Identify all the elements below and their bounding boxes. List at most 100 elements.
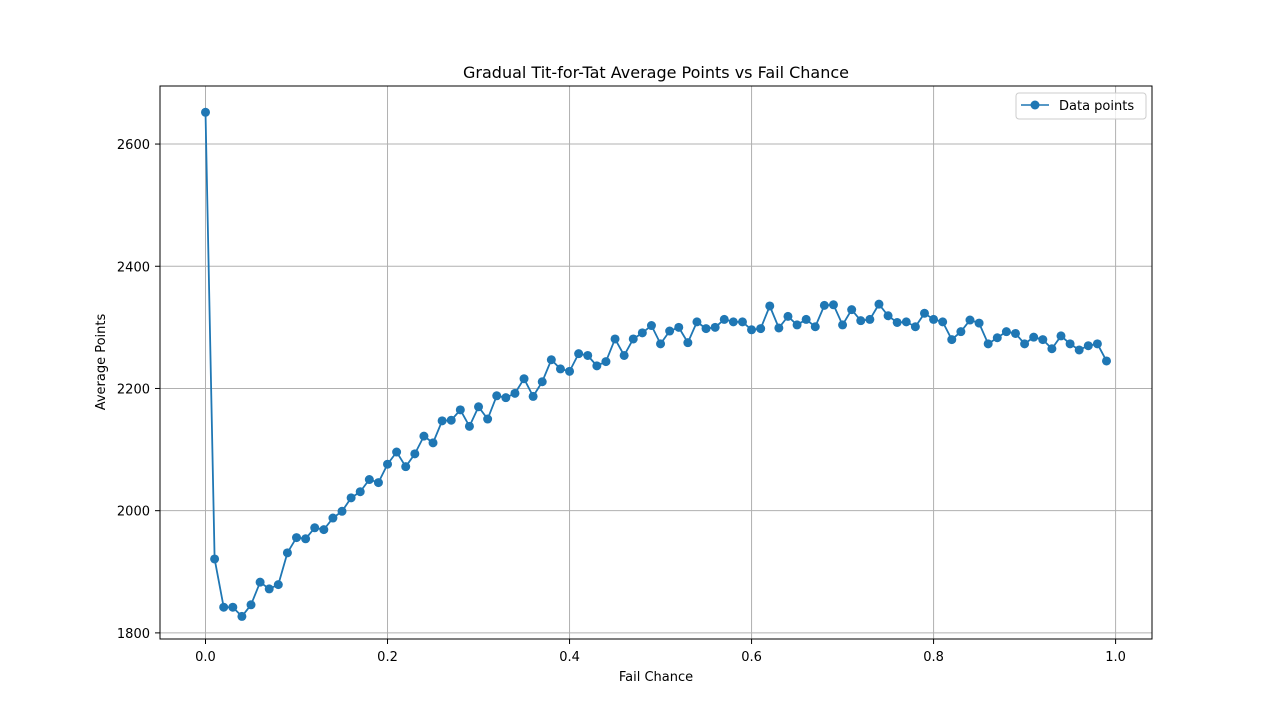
- data-point: [947, 335, 957, 345]
- data-point: [592, 361, 602, 371]
- x-tick-label: 0.6: [741, 650, 762, 665]
- data-point: [1029, 332, 1039, 342]
- data-point: [282, 548, 292, 558]
- y-axis-label: Average Points: [94, 313, 109, 410]
- data-point: [983, 339, 993, 349]
- data-point: [446, 415, 456, 425]
- data-point: [901, 317, 911, 327]
- data-point: [801, 314, 811, 324]
- data-point: [665, 326, 675, 336]
- data-point: [938, 317, 948, 327]
- x-tick-label: 0.2: [377, 650, 398, 665]
- data-point: [292, 533, 302, 543]
- data-point: [210, 554, 220, 564]
- data-point: [892, 317, 902, 327]
- y-tick-label: 2200: [117, 382, 150, 397]
- data-point: [419, 431, 429, 441]
- data-point: [792, 320, 802, 330]
- data-point: [883, 311, 893, 321]
- y-tick-label: 2000: [117, 505, 150, 520]
- data-point: [701, 324, 711, 334]
- data-point: [474, 402, 484, 412]
- x-tick-label: 0.0: [195, 650, 216, 665]
- data-point: [610, 334, 620, 344]
- data-point: [619, 350, 629, 360]
- x-tick-label: 0.8: [923, 650, 944, 665]
- data-point: [919, 308, 929, 318]
- data-point: [264, 584, 274, 594]
- data-point: [455, 405, 465, 415]
- legend-marker-swatch: [1030, 100, 1040, 110]
- chart-title: Gradual Tit-for-Tat Average Points vs Fa…: [463, 63, 849, 82]
- data-point: [674, 322, 684, 332]
- data-point: [637, 328, 647, 338]
- data-point: [364, 475, 374, 485]
- data-point: [856, 316, 866, 326]
- data-point: [501, 393, 511, 403]
- data-point: [574, 349, 584, 359]
- data-point: [765, 301, 775, 311]
- data-point: [555, 364, 565, 374]
- data-point: [355, 487, 365, 497]
- data-point: [519, 374, 529, 384]
- data-point: [464, 421, 474, 431]
- data-point: [865, 314, 875, 324]
- data-point: [428, 438, 438, 448]
- data-point: [246, 600, 256, 610]
- legend: Data points: [1015, 92, 1147, 120]
- data-point: [401, 462, 411, 472]
- y-tick-label: 2400: [117, 260, 150, 275]
- data-point: [929, 314, 939, 324]
- data-point: [346, 493, 356, 503]
- legend-label: Data points: [1059, 99, 1134, 114]
- data-point: [1056, 331, 1066, 341]
- data-point: [273, 580, 283, 590]
- data-point: [1010, 328, 1020, 338]
- data-point: [392, 447, 402, 457]
- data-point: [583, 350, 593, 360]
- data-point: [492, 391, 502, 401]
- data-point: [601, 357, 611, 367]
- data-point: [1047, 344, 1057, 354]
- x-axis-ticks: 0.0 0.2 0.4 0.6 0.8 1.0: [195, 639, 1126, 665]
- series-line: [204, 112, 1108, 618]
- data-point: [783, 311, 793, 321]
- data-point: [410, 449, 420, 459]
- data-point: [719, 314, 729, 324]
- data-point: [228, 602, 238, 612]
- legend-box: [1015, 92, 1147, 120]
- data-point: [528, 391, 538, 401]
- data-point: [728, 317, 738, 327]
- y-tick-label: 2600: [117, 138, 150, 153]
- data-point: [255, 577, 265, 587]
- data-point: [828, 300, 838, 310]
- data-point: [1020, 339, 1030, 349]
- data-point: [737, 317, 747, 327]
- data-point: [628, 334, 638, 344]
- data-point: [756, 324, 766, 334]
- grid-lines: [160, 86, 1152, 639]
- x-tick-label: 1.0: [1105, 650, 1126, 665]
- data-point: [646, 321, 656, 331]
- data-point: [819, 300, 829, 310]
- data-point: [956, 327, 966, 337]
- data-point: [310, 523, 320, 533]
- data-point: [774, 323, 784, 333]
- data-point: [1038, 335, 1048, 345]
- data-point: [1065, 339, 1075, 349]
- data-point: [838, 320, 848, 330]
- data-point: [683, 338, 693, 348]
- data-point: [810, 322, 820, 332]
- data-point: [1001, 327, 1011, 337]
- y-tick-label: 1800: [117, 627, 150, 642]
- x-axis-label: Fail Chance: [619, 670, 693, 685]
- data-point: [565, 366, 575, 376]
- data-point: [910, 322, 920, 332]
- data-point: [747, 325, 757, 335]
- data-point: [510, 388, 520, 398]
- data-point: [319, 525, 329, 535]
- data-point: [965, 315, 975, 325]
- data-point: [656, 339, 666, 349]
